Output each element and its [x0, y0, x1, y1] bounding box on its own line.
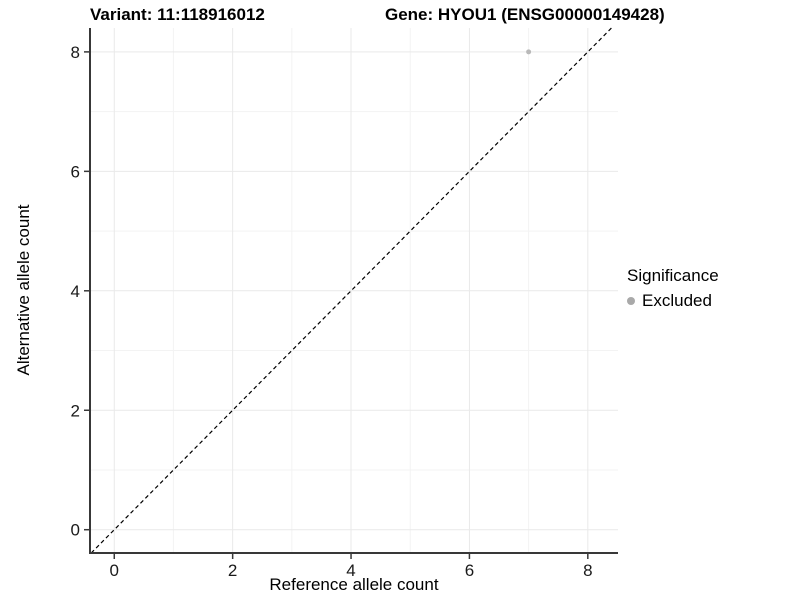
variant-title: Variant: 11:118916012 — [90, 5, 265, 24]
x-tick-label: 4 — [346, 561, 355, 580]
x-tick-label: 0 — [110, 561, 119, 580]
legend-title: Significance — [627, 266, 719, 285]
legend-entry: Excluded — [627, 291, 719, 311]
gene-title: Gene: HYOU1 (ENSG00000149428) — [385, 5, 665, 24]
y-tick-label: 0 — [71, 521, 80, 540]
y-tick-label: 8 — [71, 43, 80, 62]
x-axis-title: Reference allele count — [269, 575, 439, 594]
legend-point-icon — [627, 297, 635, 305]
x-tick-label: 2 — [228, 561, 237, 580]
legend-entry-label: Excluded — [642, 291, 712, 310]
y-tick-label: 6 — [71, 162, 80, 181]
y-tick-label: 4 — [71, 282, 80, 301]
legend: Significance Excluded — [627, 266, 719, 311]
x-tick-label: 6 — [465, 561, 474, 580]
x-tick-label: 8 — [583, 561, 592, 580]
y-axis-title: Alternative allele count — [14, 204, 33, 376]
y-tick-label: 2 — [71, 401, 80, 420]
data-point — [526, 49, 532, 55]
